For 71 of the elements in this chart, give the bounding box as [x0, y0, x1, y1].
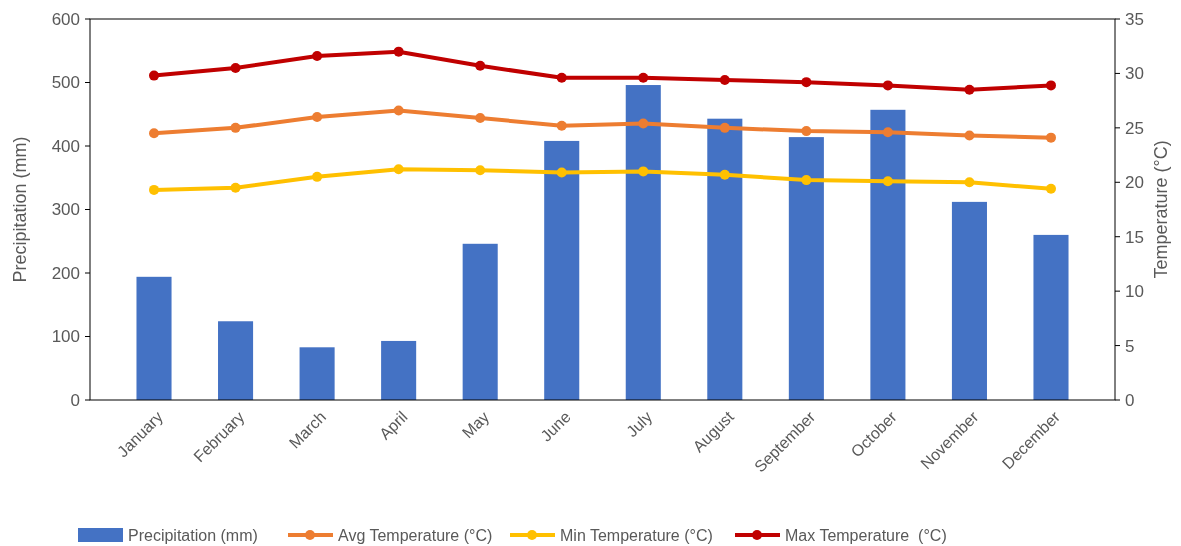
point [801, 175, 812, 186]
y2-tick-label: 5 [1125, 336, 1135, 356]
legend-label: Avg Temperature (°C) [338, 526, 493, 544]
bar [381, 340, 417, 400]
legend-label: Min Temperature (°C) [560, 526, 713, 544]
point [1045, 183, 1056, 194]
bar [707, 118, 743, 400]
point [719, 74, 730, 85]
point [475, 165, 486, 176]
point [882, 127, 893, 138]
point [149, 70, 160, 81]
y-tick-label: 500 [51, 73, 80, 93]
point [964, 177, 975, 188]
legend-label: Precipitation (mm) [128, 526, 258, 544]
point [312, 171, 323, 182]
bar [788, 137, 824, 400]
point [230, 62, 241, 73]
point [149, 128, 160, 139]
bar [625, 85, 661, 400]
point [964, 84, 975, 95]
point [801, 126, 812, 137]
point [801, 77, 812, 88]
point [638, 166, 649, 177]
bar [870, 109, 906, 400]
y-tick-label: 200 [51, 263, 80, 283]
y2-tick-label: 35 [1125, 9, 1144, 29]
point [230, 122, 241, 133]
bar [218, 321, 254, 400]
bar [544, 140, 580, 400]
point [230, 182, 241, 193]
bar [951, 201, 987, 400]
point [1045, 80, 1056, 91]
x-tick-label: July [623, 408, 656, 441]
bar [299, 347, 335, 400]
point [638, 118, 649, 129]
bar [462, 243, 498, 400]
point [475, 60, 486, 71]
y2-tick-label: 0 [1125, 390, 1135, 410]
point [556, 72, 567, 83]
bar [136, 276, 172, 400]
y-axis-title: Precipitation (mm) [10, 136, 30, 283]
y2-tick-label: 30 [1125, 64, 1144, 84]
point [393, 46, 404, 57]
point [393, 105, 404, 116]
point [882, 176, 893, 187]
y-tick-label: 100 [51, 327, 80, 347]
y-tick-label: 300 [51, 200, 80, 220]
point [1045, 132, 1056, 143]
y2-axis-title: Temperature (°C) [1151, 140, 1171, 279]
point [719, 169, 730, 180]
point [556, 120, 567, 131]
point [312, 51, 323, 62]
point [312, 111, 323, 122]
point [149, 184, 160, 195]
y2-tick-label: 15 [1125, 227, 1144, 247]
legend-label: Max Temperature (°C) [785, 526, 947, 544]
y2-tick-label: 25 [1125, 118, 1144, 138]
x-tick-label: May [458, 408, 493, 442]
y-tick-label: 600 [51, 9, 80, 29]
point [964, 130, 975, 141]
point [638, 72, 649, 83]
bar [1033, 234, 1069, 400]
point [882, 80, 893, 91]
point [556, 167, 567, 178]
y-tick-label: 400 [51, 136, 80, 156]
point [475, 113, 486, 124]
point [393, 164, 404, 175]
y2-tick-label: 10 [1125, 282, 1144, 302]
y2-tick-label: 20 [1125, 173, 1144, 193]
y-tick-label: 0 [70, 390, 80, 410]
point [719, 122, 730, 133]
